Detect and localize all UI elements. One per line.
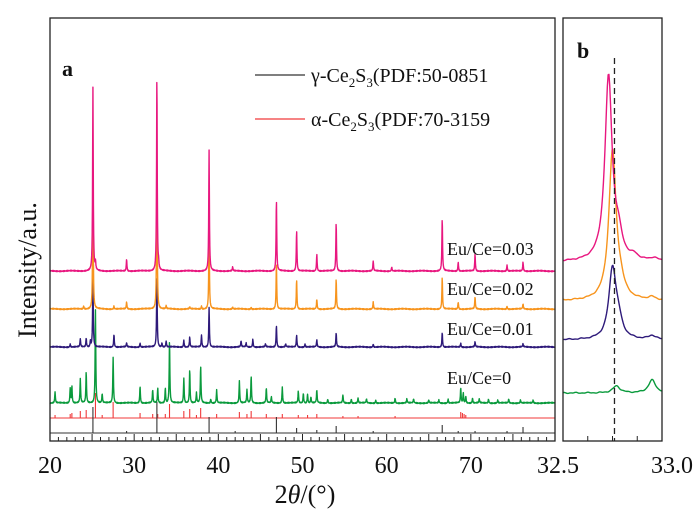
y-axis-label: Intensity/a.u. — [13, 202, 42, 338]
x-tick-label: 60 — [375, 453, 399, 479]
tick-labels: 20 30 40 50 60 70 32.5 33.0 — [38, 453, 693, 479]
x-tick-label: 30 — [122, 453, 146, 479]
x-tick-label: 50 — [291, 453, 315, 479]
x-tick-label-b: 33.0 — [651, 453, 693, 479]
panel-a — [49, 81, 556, 434]
series-label-0.03: Eu/Ce=0.03 — [447, 239, 534, 259]
panel-b-series-eu-ce-0-01 — [562, 264, 663, 341]
series-label-0: Eu/Ce=0 — [447, 368, 511, 388]
panel-b-label: b — [577, 38, 589, 63]
legend-label-alpha: α-Ce2S3(PDF:70-3159 — [311, 109, 490, 134]
legend: γ-Ce2S3(PDF:50-0851 α-Ce2S3(PDF:70-3159 — [255, 65, 490, 134]
x-tick-label-b: 32.5 — [537, 453, 579, 479]
panel-a-label: a — [62, 56, 73, 81]
legend-label-gamma: γ-Ce2S3(PDF:50-0851 — [310, 65, 488, 90]
x-tick-label: 40 — [206, 453, 230, 479]
panel-b-frame — [562, 17, 663, 442]
panel-a-series-eu-ce-0 — [49, 309, 556, 405]
panel-a-series-eu-ce-0-01 — [49, 273, 556, 349]
panel-b-series-eu-ce-0 — [562, 378, 663, 395]
panel-b-series-eu-ce-0-03 — [562, 73, 663, 262]
x-tick-label: 20 — [38, 453, 62, 479]
x-axis-label: 2θ/(°) — [275, 480, 336, 509]
panel-a-series-eu-ce-0-03 — [49, 81, 556, 273]
series-label-0.02: Eu/Ce=0.02 — [447, 279, 534, 299]
axis-ticks — [49, 434, 663, 441]
x-tick-label: 70 — [459, 453, 483, 479]
panel-b — [562, 58, 663, 441]
series-label-0.01: Eu/Ce=0.01 — [447, 319, 534, 339]
panel-b-series-eu-ce-0-02 — [562, 148, 663, 301]
panel-a-series-eu-ce-0-02 — [49, 160, 556, 311]
